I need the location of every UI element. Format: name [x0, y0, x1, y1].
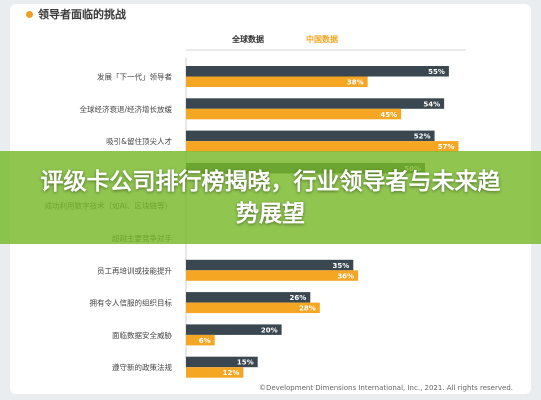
data-label: 20% [261, 326, 278, 334]
bar-china [186, 367, 244, 378]
bar-global [186, 292, 311, 303]
data-label: 28% [299, 305, 316, 313]
bar-china [186, 76, 368, 87]
bar-global [186, 66, 449, 77]
category-label: 吸引&留住顶尖人才 [106, 136, 172, 146]
category-label: 全球经济衰退/经济增长放缓 [79, 104, 172, 114]
data-label: 55% [428, 68, 445, 76]
headline-banner [0, 151, 541, 244]
category-label: 员工再培训或技能提升 [97, 265, 172, 275]
data-label: 36% [337, 272, 354, 280]
bar-global [186, 130, 435, 142]
legend-label-0: 全球数据 [231, 34, 264, 44]
bullet-dot-icon [26, 10, 33, 18]
data-label: 15% [237, 359, 254, 367]
bar-china [186, 270, 359, 281]
copyright-text: ©Development Dimensions International, I… [258, 384, 513, 392]
data-label: 52% [414, 133, 431, 141]
bar-china [186, 108, 402, 120]
chart-title: 领导者面临的挑战 [38, 8, 126, 21]
bar-global [186, 324, 282, 335]
category-label: 遵守新的政策法规 [112, 362, 172, 372]
bar-global [186, 259, 354, 271]
chart-header: 领导者面临的挑战 [26, 6, 126, 22]
category-label: 拥有令人信服的组织目标 [90, 298, 173, 308]
headline-text: 评级卡公司排行榜揭晓，行业领导者与未来趋势展望 [40, 169, 501, 227]
data-label: 57% [438, 143, 455, 151]
data-label: 35% [333, 262, 350, 270]
data-label: 38% [347, 79, 364, 87]
bar-global [186, 98, 445, 109]
bar-china [186, 302, 320, 314]
data-label: 12% [223, 369, 240, 377]
bar-china [186, 141, 459, 152]
bar-china [186, 334, 215, 346]
category-label: 发展「下一代」领导者 [97, 72, 172, 82]
category-label: 面临数据安全威胁 [112, 330, 172, 340]
data-label: 6% [199, 337, 211, 345]
data-label: 45% [380, 111, 397, 119]
bar-global [186, 356, 258, 368]
data-label: 26% [290, 294, 307, 302]
data-label: 54% [423, 100, 440, 108]
legend-label-1: 中国数据 [306, 34, 338, 44]
